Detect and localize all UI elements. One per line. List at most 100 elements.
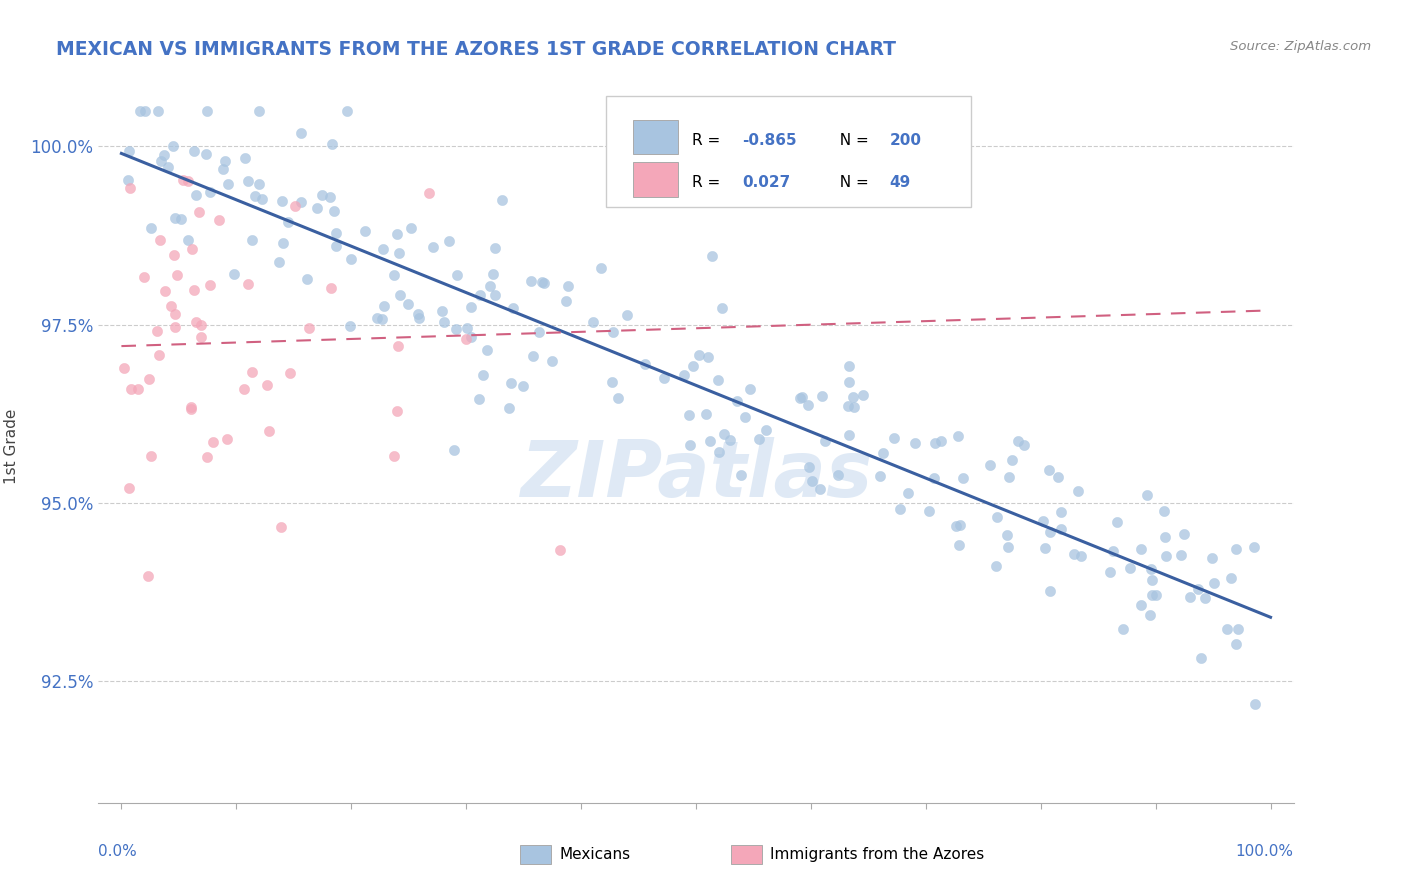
Point bbox=[986, 509, 1008, 524]
Point bbox=[370, 312, 392, 326]
Point bbox=[190, 318, 212, 333]
Point bbox=[444, 322, 467, 336]
Point bbox=[531, 275, 554, 289]
Point bbox=[502, 301, 524, 315]
Point bbox=[838, 359, 860, 373]
Point bbox=[924, 435, 946, 450]
Point bbox=[118, 180, 141, 194]
Point bbox=[841, 390, 863, 404]
Point bbox=[1170, 549, 1192, 563]
Point bbox=[180, 402, 202, 417]
Point bbox=[134, 270, 156, 285]
Point bbox=[678, 408, 700, 422]
FancyBboxPatch shape bbox=[633, 162, 678, 197]
Point bbox=[734, 409, 756, 424]
Text: R =: R = bbox=[692, 175, 725, 190]
Point bbox=[236, 174, 259, 188]
Text: ZIPatlas: ZIPatlas bbox=[520, 436, 872, 513]
Point bbox=[270, 194, 292, 208]
Point bbox=[169, 211, 191, 226]
Point bbox=[269, 255, 291, 269]
Point bbox=[484, 288, 506, 302]
Point bbox=[540, 354, 562, 368]
Point bbox=[430, 303, 453, 318]
Point bbox=[1136, 488, 1159, 502]
Point bbox=[446, 268, 468, 282]
Point bbox=[141, 449, 163, 463]
Point bbox=[997, 540, 1019, 554]
Text: N =: N = bbox=[830, 175, 873, 190]
Point bbox=[136, 569, 159, 583]
Point bbox=[152, 148, 174, 162]
Point bbox=[212, 161, 235, 176]
Point bbox=[838, 375, 860, 389]
Point bbox=[118, 482, 141, 496]
Point bbox=[214, 154, 236, 169]
Point bbox=[730, 468, 752, 483]
Point bbox=[602, 325, 624, 339]
Point bbox=[257, 424, 280, 438]
Point bbox=[149, 153, 172, 168]
Point bbox=[702, 249, 724, 263]
Point bbox=[235, 151, 257, 165]
Point bbox=[1099, 565, 1122, 579]
Point bbox=[297, 321, 319, 335]
Point bbox=[482, 267, 505, 281]
Point bbox=[233, 382, 256, 396]
Point bbox=[582, 315, 605, 329]
Point bbox=[813, 434, 835, 448]
Point bbox=[408, 310, 430, 325]
Point bbox=[177, 233, 200, 247]
Point bbox=[240, 365, 263, 379]
Point bbox=[1102, 544, 1125, 558]
Point bbox=[1225, 542, 1247, 557]
Point bbox=[384, 268, 406, 282]
Point bbox=[869, 468, 891, 483]
Point bbox=[1154, 530, 1177, 544]
Point bbox=[748, 432, 770, 446]
Point bbox=[354, 224, 377, 238]
Point bbox=[520, 274, 543, 288]
Point bbox=[278, 366, 301, 380]
Point bbox=[460, 300, 482, 314]
Point bbox=[284, 199, 307, 213]
Text: R =: R = bbox=[692, 133, 725, 147]
Point bbox=[589, 260, 612, 275]
Point bbox=[120, 382, 142, 396]
Point bbox=[949, 517, 972, 532]
Point bbox=[718, 433, 741, 447]
Point bbox=[321, 136, 343, 151]
Y-axis label: 1st Grade: 1st Grade bbox=[4, 409, 20, 483]
Text: Source: ZipAtlas.com: Source: ZipAtlas.com bbox=[1230, 40, 1371, 54]
Point bbox=[679, 438, 702, 452]
Point bbox=[889, 501, 911, 516]
Point bbox=[498, 401, 520, 415]
Point bbox=[529, 326, 551, 340]
Point bbox=[433, 315, 456, 329]
Point bbox=[1243, 540, 1265, 554]
Point bbox=[1140, 561, 1163, 575]
Point bbox=[319, 190, 342, 204]
Point bbox=[491, 193, 513, 207]
Point bbox=[195, 146, 218, 161]
Point bbox=[139, 221, 162, 235]
Point bbox=[616, 308, 638, 322]
Point bbox=[838, 428, 860, 442]
Point bbox=[146, 103, 169, 118]
Point bbox=[1129, 542, 1152, 557]
Point bbox=[149, 233, 172, 247]
Point bbox=[755, 424, 778, 438]
Point bbox=[711, 301, 734, 315]
Point bbox=[198, 185, 221, 199]
Point bbox=[382, 450, 405, 464]
Point bbox=[984, 559, 1007, 574]
Point bbox=[247, 103, 270, 118]
Point bbox=[1216, 622, 1239, 636]
Point bbox=[952, 471, 974, 485]
Point bbox=[789, 391, 811, 405]
Point bbox=[307, 202, 329, 216]
Point bbox=[948, 538, 970, 552]
Point bbox=[1001, 453, 1024, 467]
Point bbox=[243, 189, 266, 203]
Point bbox=[1178, 591, 1201, 605]
